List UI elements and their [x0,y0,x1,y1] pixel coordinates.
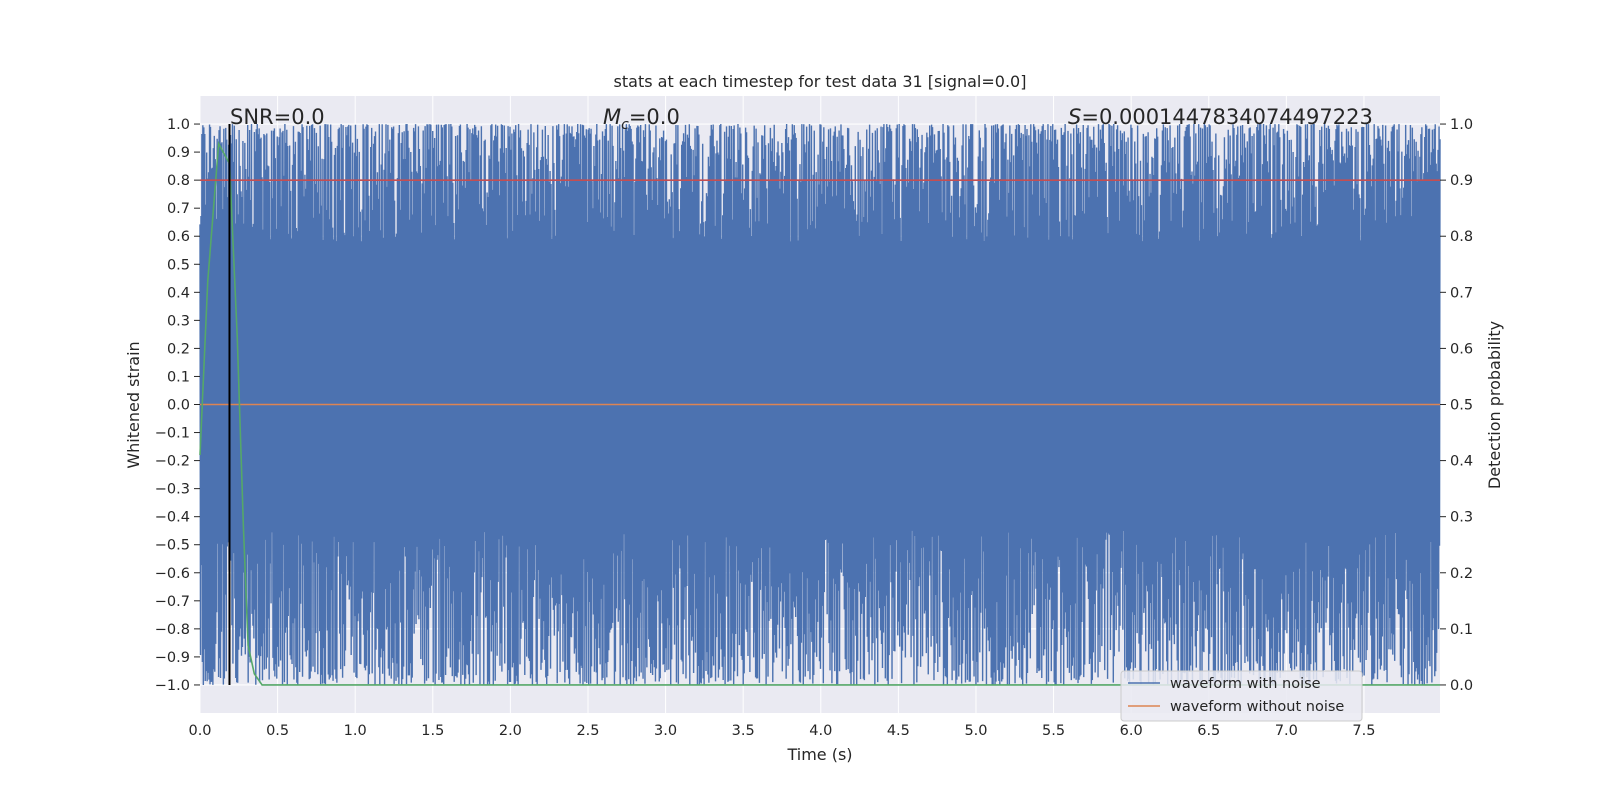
y-tick-label: −0.9 [155,650,190,666]
legend: waveform with noise waveform without noi… [1120,670,1363,722]
y-tick-label: −0.6 [155,566,190,582]
y-tick-label: −0.1 [155,426,190,442]
x-axis-label: Time (s) [786,745,852,764]
right-tick-label: 0.2 [1450,566,1473,582]
right-tick-label: 0.7 [1450,285,1473,301]
y-tick-label: 0.3 [167,313,190,329]
detection-probability-line [199,140,1440,686]
x-tick-label: 0.5 [266,723,289,739]
x-tick-label: 0.0 [188,723,211,739]
y-tick-label: −0.7 [155,594,190,610]
x-tick-label: 5.5 [1042,723,1065,739]
x-tick-label: 4.5 [887,723,910,739]
right-tick-label: 0.0 [1450,678,1473,694]
right-tick-label: 0.6 [1450,341,1473,357]
legend-label-clean: waveform without noise [1170,699,1344,715]
x-tick-label: 2.0 [499,723,522,739]
chirp-mass-annotation: Mc=0.0 [603,105,680,133]
mc-symbol: M [603,105,621,129]
y-tick-label: 0.0 [167,398,190,414]
x-tick-label: 2.5 [576,723,599,739]
y-tick-label: −0.8 [155,622,190,638]
y-tick-label: −0.3 [155,482,190,498]
chart-title: stats at each timestep for test data 31 … [614,72,1027,91]
x-tick-label: 6.0 [1120,723,1143,739]
s-value: =0.0001447834074497223 [1081,105,1373,129]
x-tick-label: 3.0 [654,723,677,739]
right-y-axis-label: Detection probability [1485,321,1504,489]
x-tick-label: 1.0 [344,723,367,739]
y-tick-label: 0.1 [167,369,190,385]
right-tick-label: 1.0 [1450,117,1473,133]
line-series [199,124,1440,686]
x-axis-ticks: 0.0 0.5 1.0 1.5 2.0 2.5 3.0 3.5 4.0 4.5 5.0 5.5 6.0 6… [188,723,1375,739]
y-tick-label: 1.0 [167,117,190,133]
right-axis-ticks: 1.0 0.9 0.8 0.7 0.6 0.5 0.4 0.3 0.2 0.1 0.0 [1440,117,1473,694]
x-tick-label: 4.0 [809,723,832,739]
right-tick-label: 0.8 [1450,229,1473,245]
mc-value: =0.0 [629,105,680,129]
s-annotation: S=0.0001447834074497223 [1068,105,1373,129]
right-tick-label: 0.1 [1450,622,1473,638]
noisy-waveform-line [199,124,1441,685]
y-tick-label: 0.2 [167,341,190,357]
x-tick-label: 7.0 [1275,723,1298,739]
y-tick-label: 0.4 [167,285,190,301]
noisy-waveform-series [199,124,1441,685]
y-tick-label: 0.6 [167,229,190,245]
legend-label-noise: waveform with noise [1170,676,1321,692]
y-tick-label: 0.9 [167,145,190,161]
x-tick-label: 1.5 [421,723,444,739]
legend-box [1120,670,1363,722]
right-tick-label: 0.9 [1450,173,1473,189]
y-tick-label: 0.5 [167,257,190,273]
s-symbol: S [1068,105,1081,129]
y-tick-label: −0.5 [155,538,190,554]
left-axis-ticks: 1.0 0.9 0.8 0.7 0.6 0.5 0.4 0.3 0.2 0.1 0.0 −0.1 −0.… [155,117,200,694]
x-tick-label: 7.5 [1352,723,1375,739]
y-axis-label: Whitened strain [124,341,143,468]
y-tick-label: 0.8 [167,173,190,189]
y-tick-label: −0.2 [155,454,190,470]
snr-annotation: SNR=0.0 [230,105,325,129]
right-tick-label: 0.4 [1450,454,1473,470]
y-tick-label: 0.7 [167,201,190,217]
x-tick-label: 3.5 [732,723,755,739]
right-tick-label: 0.5 [1450,398,1473,414]
right-tick-label: 0.3 [1450,510,1473,526]
y-tick-label: −0.4 [155,510,190,526]
x-tick-label: 6.5 [1197,723,1220,739]
x-tick-label: 5.0 [964,723,987,739]
mc-subscript: c [621,117,629,133]
y-tick-label: −1.0 [155,678,190,694]
